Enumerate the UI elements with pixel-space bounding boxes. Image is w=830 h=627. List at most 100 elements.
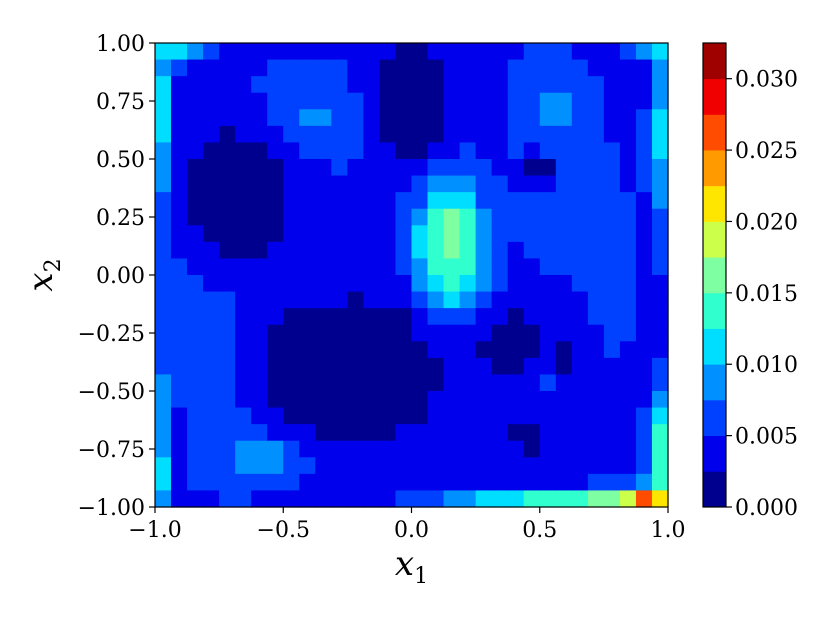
contour-cell bbox=[395, 76, 413, 94]
contour-cell bbox=[187, 258, 204, 276]
contour-cell bbox=[235, 258, 252, 276]
contour-cell bbox=[587, 225, 605, 243]
contour-cell bbox=[363, 424, 381, 442]
contour-cell bbox=[459, 473, 477, 492]
contour-cell bbox=[635, 43, 653, 61]
contour-cell bbox=[411, 391, 429, 409]
colorbar-tick-label: 0.015 bbox=[735, 282, 798, 307]
contour-cell bbox=[347, 76, 365, 94]
contour-cell bbox=[299, 258, 316, 276]
contour-cell bbox=[155, 308, 172, 326]
contour-cell bbox=[603, 341, 621, 359]
contour-cell bbox=[427, 175, 445, 193]
contour-cell bbox=[619, 109, 637, 127]
contour-cell bbox=[411, 275, 429, 293]
contour-cell bbox=[603, 125, 621, 144]
contour-cell bbox=[523, 308, 541, 326]
contour-cell bbox=[171, 440, 188, 458]
contour-cell bbox=[187, 142, 204, 160]
contour-cell bbox=[603, 175, 621, 193]
contour-cell bbox=[203, 424, 220, 442]
contour-cell bbox=[171, 43, 188, 61]
contour-cell bbox=[219, 76, 236, 94]
contour-cell bbox=[187, 440, 204, 458]
contour-cell bbox=[251, 457, 268, 475]
contour-cell bbox=[155, 275, 172, 293]
contour-cell bbox=[475, 275, 493, 293]
contour-cell bbox=[491, 424, 509, 442]
contour-cell bbox=[395, 473, 413, 492]
contour-cell bbox=[235, 473, 252, 492]
contour-cell bbox=[523, 192, 541, 210]
contour-cell bbox=[171, 457, 188, 475]
contour-cell bbox=[363, 241, 381, 260]
contour-cell bbox=[219, 275, 236, 293]
contour-cell bbox=[443, 142, 461, 160]
contour-cell bbox=[523, 391, 541, 409]
contour-cell bbox=[299, 457, 316, 475]
contour-cell bbox=[571, 92, 589, 110]
contour-cell bbox=[555, 92, 573, 110]
contour-cell bbox=[187, 490, 204, 508]
contour-cell bbox=[363, 457, 381, 475]
contour-cell bbox=[427, 43, 445, 61]
contour-cell bbox=[411, 424, 429, 442]
contour-cell bbox=[443, 109, 461, 127]
contour-cell bbox=[283, 291, 300, 309]
contour-cell bbox=[571, 424, 589, 442]
contour-cell bbox=[443, 92, 461, 110]
contour-cell bbox=[219, 473, 236, 492]
contour-cell bbox=[187, 225, 204, 243]
contour-cell bbox=[347, 457, 365, 475]
contour-cell bbox=[459, 225, 477, 243]
contour-cell bbox=[315, 275, 332, 293]
contour-cell bbox=[603, 59, 621, 77]
contour-cell bbox=[235, 374, 252, 392]
contour-cell bbox=[619, 142, 637, 160]
contour-cell bbox=[203, 92, 220, 110]
contour-cell bbox=[283, 258, 300, 276]
contour-cell bbox=[235, 424, 252, 442]
y-tick-label: −0.25 bbox=[78, 322, 145, 347]
contour-cell bbox=[203, 175, 220, 193]
contour-cell bbox=[555, 457, 573, 475]
contour-cell bbox=[651, 109, 669, 127]
contour-cell bbox=[267, 457, 284, 475]
contour-cell bbox=[299, 275, 316, 293]
contour-cell bbox=[523, 125, 541, 144]
contour-cell bbox=[635, 324, 653, 342]
contour-cell bbox=[203, 125, 220, 144]
contour-cell bbox=[427, 275, 445, 293]
contour-cell bbox=[251, 92, 268, 110]
contour-cell bbox=[603, 457, 621, 475]
contour-cell bbox=[651, 341, 669, 359]
contour-cell bbox=[331, 159, 348, 177]
contour-cell bbox=[523, 159, 541, 177]
contour-cell bbox=[427, 357, 445, 376]
contour-cell bbox=[459, 241, 477, 260]
contour-cell bbox=[475, 43, 493, 61]
contour-cell bbox=[539, 457, 557, 475]
contour-cell bbox=[555, 258, 573, 276]
colorbar-level bbox=[703, 257, 726, 294]
contour-cell bbox=[347, 43, 365, 61]
contour-cell bbox=[251, 424, 268, 442]
contour-cell bbox=[219, 308, 236, 326]
contour-cell bbox=[267, 341, 284, 359]
contour-cell bbox=[571, 457, 589, 475]
contour-cell bbox=[299, 59, 316, 77]
contour-cell bbox=[427, 192, 445, 210]
contour-cell bbox=[331, 308, 348, 326]
contour-cell bbox=[507, 125, 525, 144]
contour-cell bbox=[395, 43, 413, 61]
contour-cell bbox=[523, 43, 541, 61]
contour-cell bbox=[619, 473, 637, 492]
contour-cell bbox=[411, 59, 429, 77]
contour-cell bbox=[363, 175, 381, 193]
contour-cell bbox=[347, 308, 365, 326]
contour-cell bbox=[427, 109, 445, 127]
contour-cell bbox=[299, 357, 316, 376]
contour-cell bbox=[651, 440, 669, 458]
contour-cell bbox=[155, 125, 172, 144]
contour-cell bbox=[219, 357, 236, 376]
